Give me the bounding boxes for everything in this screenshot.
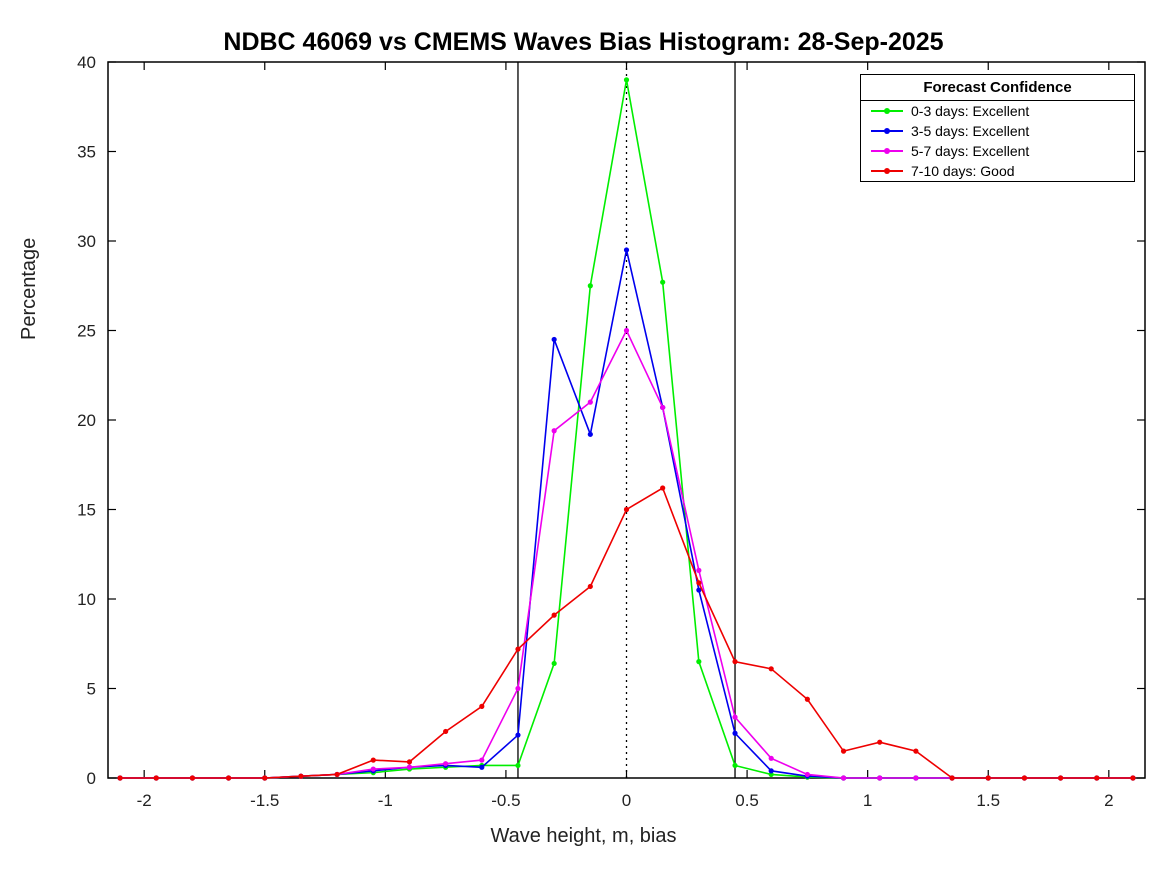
svg-text:20: 20 xyxy=(77,411,96,430)
data-point-5-7-days:-excellent[interactable] xyxy=(696,568,701,573)
data-point-7-10-days:-good[interactable] xyxy=(298,774,303,779)
data-point-7-10-days:-good[interactable] xyxy=(913,749,918,754)
data-point-7-10-days:-good[interactable] xyxy=(154,775,159,780)
data-point-7-10-days:-good[interactable] xyxy=(732,659,737,664)
data-point-5-7-days:-excellent[interactable] xyxy=(660,405,665,410)
data-point-7-10-days:-good[interactable] xyxy=(841,749,846,754)
legend-entry-3[interactable]: 7-10 days: Good xyxy=(861,161,1134,181)
legend-line-swatch-1 xyxy=(871,130,903,132)
legend-title: Forecast Confidence xyxy=(861,75,1134,101)
data-point-0-3-days:-excellent[interactable] xyxy=(696,659,701,664)
data-point-5-7-days:-excellent[interactable] xyxy=(443,761,448,766)
svg-text:40: 40 xyxy=(77,53,96,72)
data-point-5-7-days:-excellent[interactable] xyxy=(805,772,810,777)
svg-text:15: 15 xyxy=(77,501,96,520)
data-point-0-3-days:-excellent[interactable] xyxy=(552,661,557,666)
svg-text:35: 35 xyxy=(77,143,96,162)
data-point-5-7-days:-excellent[interactable] xyxy=(588,400,593,405)
data-point-7-10-days:-good[interactable] xyxy=(335,772,340,777)
data-point-5-7-days:-excellent[interactable] xyxy=(624,328,629,333)
data-point-7-10-days:-good[interactable] xyxy=(877,740,882,745)
data-point-7-10-days:-good[interactable] xyxy=(479,704,484,709)
svg-text:1: 1 xyxy=(863,791,872,810)
svg-text:5: 5 xyxy=(87,680,96,699)
data-point-7-10-days:-good[interactable] xyxy=(949,775,954,780)
data-point-3-5-days:-excellent[interactable] xyxy=(515,732,520,737)
legend-marker-dot-2 xyxy=(884,148,890,154)
legend-line-swatch-0 xyxy=(871,110,903,112)
data-point-5-7-days:-excellent[interactable] xyxy=(877,775,882,780)
legend-label-2: 5-7 days: Excellent xyxy=(911,143,1029,159)
svg-text:1.5: 1.5 xyxy=(976,791,1000,810)
data-point-7-10-days:-good[interactable] xyxy=(805,697,810,702)
data-point-7-10-days:-good[interactable] xyxy=(407,759,412,764)
svg-text:2: 2 xyxy=(1104,791,1113,810)
data-point-7-10-days:-good[interactable] xyxy=(769,666,774,671)
data-point-7-10-days:-good[interactable] xyxy=(190,775,195,780)
data-point-7-10-days:-good[interactable] xyxy=(660,485,665,490)
data-point-0-3-days:-excellent[interactable] xyxy=(732,763,737,768)
svg-text:30: 30 xyxy=(77,232,96,251)
data-point-3-5-days:-excellent[interactable] xyxy=(732,731,737,736)
data-point-3-5-days:-excellent[interactable] xyxy=(588,432,593,437)
svg-text:-0.5: -0.5 xyxy=(491,791,520,810)
data-point-7-10-days:-good[interactable] xyxy=(371,758,376,763)
data-point-7-10-days:-good[interactable] xyxy=(1094,775,1099,780)
data-point-5-7-days:-excellent[interactable] xyxy=(732,715,737,720)
legend-label-1: 3-5 days: Excellent xyxy=(911,123,1029,139)
svg-text:25: 25 xyxy=(77,322,96,341)
legend-marker-dot-0 xyxy=(884,108,890,114)
data-point-5-7-days:-excellent[interactable] xyxy=(552,428,557,433)
data-point-7-10-days:-good[interactable] xyxy=(986,775,991,780)
data-point-0-3-days:-excellent[interactable] xyxy=(660,280,665,285)
data-point-3-5-days:-excellent[interactable] xyxy=(769,768,774,773)
data-point-5-7-days:-excellent[interactable] xyxy=(841,775,846,780)
data-point-7-10-days:-good[interactable] xyxy=(1130,775,1135,780)
data-point-7-10-days:-good[interactable] xyxy=(696,580,701,585)
svg-text:0: 0 xyxy=(622,791,631,810)
data-point-7-10-days:-good[interactable] xyxy=(624,507,629,512)
data-point-3-5-days:-excellent[interactable] xyxy=(479,765,484,770)
legend-entry-0[interactable]: 0-3 days: Excellent xyxy=(861,101,1134,121)
data-point-5-7-days:-excellent[interactable] xyxy=(479,758,484,763)
data-point-5-7-days:-excellent[interactable] xyxy=(769,756,774,761)
svg-text:0.5: 0.5 xyxy=(735,791,759,810)
legend-rows-container: 0-3 days: Excellent 3-5 days: Excellent 5-… xyxy=(861,101,1134,181)
data-point-3-5-days:-excellent[interactable] xyxy=(552,337,557,342)
data-point-7-10-days:-good[interactable] xyxy=(552,613,557,618)
legend-label-0: 0-3 days: Excellent xyxy=(911,103,1029,119)
legend-line-swatch-3 xyxy=(871,170,903,172)
data-point-5-7-days:-excellent[interactable] xyxy=(913,775,918,780)
data-point-5-7-days:-excellent[interactable] xyxy=(371,766,376,771)
data-point-3-5-days:-excellent[interactable] xyxy=(624,247,629,252)
legend-entry-1[interactable]: 3-5 days: Excellent xyxy=(861,121,1134,141)
data-point-7-10-days:-good[interactable] xyxy=(443,729,448,734)
data-point-7-10-days:-good[interactable] xyxy=(1022,775,1027,780)
data-point-7-10-days:-good[interactable] xyxy=(588,584,593,589)
svg-text:0: 0 xyxy=(87,769,96,788)
data-point-0-3-days:-excellent[interactable] xyxy=(515,763,520,768)
legend-label-3: 7-10 days: Good xyxy=(911,163,1015,179)
data-point-0-3-days:-excellent[interactable] xyxy=(588,283,593,288)
legend-line-swatch-2 xyxy=(871,150,903,152)
legend-box[interactable]: Forecast Confidence 0-3 days: Excellent 3… xyxy=(860,74,1135,182)
data-point-7-10-days:-good[interactable] xyxy=(515,647,520,652)
chart-container: NDBC 46069 vs CMEMS Waves Bias Histogram… xyxy=(0,0,1167,875)
data-point-7-10-days:-good[interactable] xyxy=(226,775,231,780)
data-point-0-3-days:-excellent[interactable] xyxy=(624,77,629,82)
svg-text:-1.5: -1.5 xyxy=(250,791,279,810)
data-point-5-7-days:-excellent[interactable] xyxy=(407,765,412,770)
data-point-5-7-days:-excellent[interactable] xyxy=(515,686,520,691)
svg-text:10: 10 xyxy=(77,590,96,609)
legend-entry-2[interactable]: 5-7 days: Excellent xyxy=(861,141,1134,161)
data-point-7-10-days:-good[interactable] xyxy=(262,775,267,780)
svg-text:-2: -2 xyxy=(137,791,152,810)
legend-marker-dot-1 xyxy=(884,128,890,134)
legend-marker-dot-3 xyxy=(884,168,890,174)
svg-text:-1: -1 xyxy=(378,791,393,810)
data-point-7-10-days:-good[interactable] xyxy=(117,775,122,780)
data-point-7-10-days:-good[interactable] xyxy=(1058,775,1063,780)
